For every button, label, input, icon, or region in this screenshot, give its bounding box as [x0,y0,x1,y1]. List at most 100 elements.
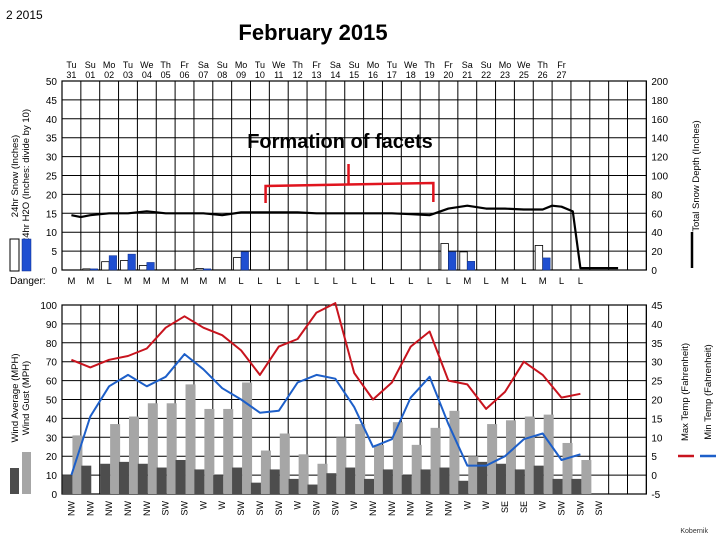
wind-gust-bar [185,384,196,494]
day-date: 12 [293,70,303,80]
h2o-bar [467,261,476,271]
wind-direction-label: NW [425,501,435,516]
y-tick-label-left: 30 [46,433,58,444]
h2o-bar [146,262,155,271]
wind-direction-label: NW [123,501,133,516]
wind-direction-label: W [349,501,359,510]
wind-direction-label: SW [255,500,265,515]
day-of-week: Su [481,60,492,70]
wind-gust-bar [204,408,215,494]
day-of-week: We [404,60,417,70]
wind-average-bar [62,475,73,494]
wind-average-bar [401,475,412,494]
wind-average-bar [175,459,186,494]
snow-bar [440,243,449,271]
wind-average-bar [194,469,205,494]
danger-rating: M [199,276,207,287]
day-of-week: Mo [367,60,380,70]
wind-gust-bar [317,463,328,494]
day-of-week: We [517,60,530,70]
day-date: 18 [406,70,416,80]
danger-rating: L [483,276,488,287]
y-axis-title-left: 24hr H2O (Inches: divide by 10) [21,109,32,243]
day-date: 10 [255,70,265,80]
day-date: 01 [85,70,95,80]
day-date: 11 [274,70,283,80]
day-of-week: Th [537,60,548,70]
y-tick-label-left: 50 [46,396,58,407]
legend-swatch-wind-average [10,468,19,494]
wind-average-bar [571,478,582,494]
wind-direction-label: NW [406,501,416,516]
wind-gust-bar [392,422,403,494]
y-tick-label-right: 180 [651,96,668,107]
wind-direction-label: NW [85,501,95,516]
day-date: 05 [161,70,171,80]
wind-direction-label: NW [443,501,453,516]
y-axis-title-right: Max Temp (Fahrenheit) [680,343,691,441]
day-date: 06 [180,70,190,80]
y-tick-label-left: 20 [46,190,58,201]
day-date: 19 [425,70,435,80]
y-tick-label-left: 50 [46,77,58,88]
wind-direction-label: W [293,501,303,510]
danger-rating: L [238,276,243,287]
wind-direction-label: NW [142,501,152,516]
danger-rating: M [218,276,226,287]
day-of-week: Sa [198,60,209,70]
danger-rating: L [559,276,564,287]
day-date: 16 [368,70,378,80]
y-tick-label-right: 160 [651,115,668,126]
day-of-week: Fr [444,60,453,70]
y-tick-label-left: 25 [46,172,58,183]
day-of-week: Fr [312,60,321,70]
y-tick-label-right: 0 [651,266,657,277]
wind-average-bar [326,473,337,494]
y-tick-label-right: -5 [651,490,660,501]
h2o-bar [240,251,249,271]
y-tick-label-left: 10 [46,228,58,239]
day-of-week: Sa [330,60,341,70]
day-of-week: Su [349,60,360,70]
y-tick-label-right: 20 [651,396,663,407]
day-date: 26 [538,70,548,80]
day-date: 27 [557,70,567,80]
y-tick-label-right: 120 [651,153,668,164]
wind-gust-bar [110,424,121,494]
wind-average-bar [458,480,469,494]
y-axis-title-right: Total Snow Depth (Inches) [691,120,702,231]
danger-rating: L [578,276,583,287]
wind-average-bar [477,461,488,494]
day-date: 14 [330,70,340,80]
day-of-week: Fr [180,60,189,70]
y-tick-label-left: 20 [46,452,58,463]
wind-average-bar [156,467,167,494]
wind-gust-bar [128,416,139,494]
danger-rating: M [501,276,509,287]
y-tick-label-left: 45 [46,96,58,107]
h2o-bar [542,257,551,271]
wind-direction-label: SW [180,500,190,515]
wind-gust-bar [468,456,479,494]
wind-direction-label: SW [311,500,321,515]
wind-average-bar [100,463,111,494]
danger-rating: L [333,276,338,287]
danger-rating: M [539,276,547,287]
wind-direction-label: W [462,501,472,510]
wind-average-bar [382,469,393,494]
wind-direction-label: NW [104,501,114,516]
y-axis-title-left: Wind Average (MPH) [10,353,21,442]
snow-bar [233,257,242,271]
